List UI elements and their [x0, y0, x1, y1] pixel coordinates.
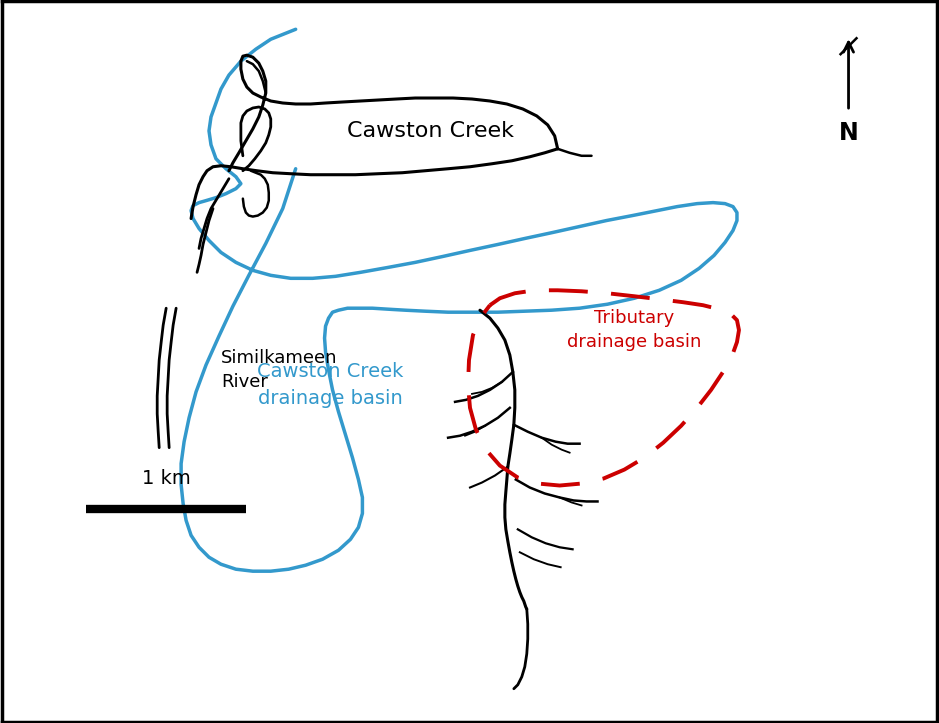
Text: Cawston Creek: Cawston Creek	[346, 121, 514, 141]
Text: Similkameen
River: Similkameen River	[221, 349, 337, 390]
Text: Tributary
drainage basin: Tributary drainage basin	[567, 309, 701, 351]
Text: Cawston Creek
drainage basin: Cawston Creek drainage basin	[257, 362, 404, 408]
Text: N: N	[839, 121, 858, 145]
Text: 1 km: 1 km	[142, 469, 191, 487]
